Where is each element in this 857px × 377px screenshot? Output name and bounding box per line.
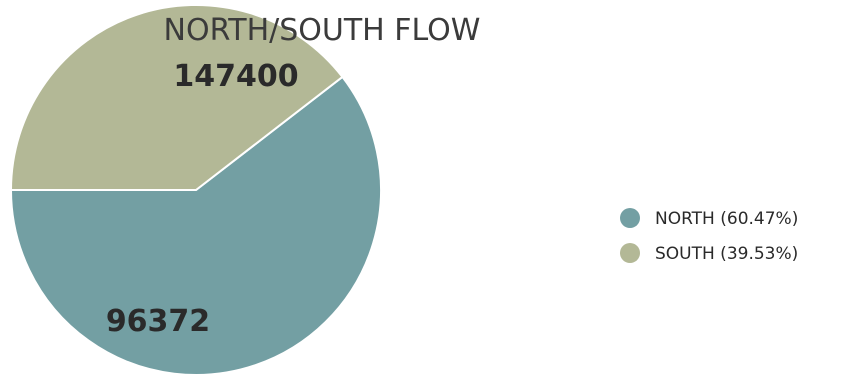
pie-slices [9, 4, 382, 376]
legend: NORTH (60.47%) SOUTH (39.53%) [620, 208, 798, 264]
chart-title: NORTH/SOUTH FLOW [164, 13, 481, 48]
slice-labels: 147400 96372 [106, 59, 299, 339]
slice-value-label-north: 147400 [173, 59, 298, 94]
legend-label-north[interactable]: NORTH (60.47%) [655, 209, 798, 229]
legend-label-south[interactable]: SOUTH (39.53%) [655, 244, 798, 264]
legend-swatch-south[interactable] [620, 243, 640, 263]
slice-value-label-south: 96372 [106, 304, 210, 339]
legend-swatch-north[interactable] [620, 208, 640, 228]
pie-slice-north[interactable] [9, 75, 382, 376]
pie-slice-south[interactable] [9, 4, 344, 191]
